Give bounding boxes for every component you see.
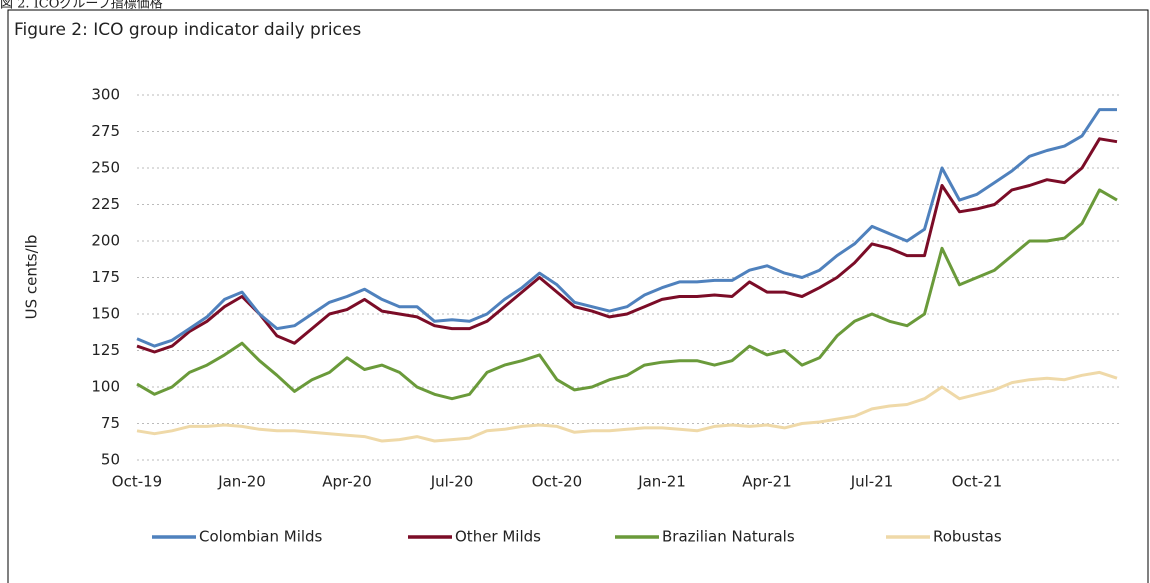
y-tick-label: 300 bbox=[91, 86, 120, 104]
y-tick-label: 50 bbox=[101, 451, 120, 469]
x-tick-label: Jul-21 bbox=[850, 473, 894, 491]
y-tick-label: 100 bbox=[91, 378, 120, 396]
x-tick-label: Jan-21 bbox=[637, 473, 686, 491]
x-tick-label: Apr-21 bbox=[742, 473, 792, 491]
x-tick-label: Jan-20 bbox=[217, 473, 266, 491]
y-axis-label: US cents/lb bbox=[23, 235, 41, 320]
y-tick-label: 200 bbox=[91, 232, 120, 250]
x-tick-label: Oct-21 bbox=[952, 473, 1002, 491]
frame bbox=[7, 9, 1149, 583]
y-tick-label: 125 bbox=[91, 341, 120, 359]
x-tick-label: Oct-19 bbox=[112, 473, 162, 491]
x-tick-label: Apr-20 bbox=[322, 473, 372, 491]
y-tick-label: 75 bbox=[101, 414, 120, 432]
series-line bbox=[136, 188, 1118, 401]
series-line bbox=[136, 108, 1117, 348]
y-tick-label: 250 bbox=[91, 159, 120, 177]
y-tick-label: 275 bbox=[91, 122, 120, 140]
legend-label: Other Milds bbox=[455, 528, 541, 546]
chart-title: Figure 2: ICO group indicator daily pric… bbox=[14, 20, 361, 40]
legend-label: Robustas bbox=[933, 528, 1002, 546]
series-line bbox=[136, 370, 1118, 443]
caption: 図 2. ICOグループ指標価格 bbox=[0, 0, 163, 12]
x-tick-label: Oct-20 bbox=[532, 473, 582, 491]
legend-label: Colombian Milds bbox=[199, 528, 323, 546]
x-tick-label: Jul-20 bbox=[430, 473, 474, 491]
series-line bbox=[136, 137, 1118, 354]
y-tick-label: 150 bbox=[91, 305, 120, 323]
legend-label: Brazilian Naturals bbox=[662, 528, 795, 546]
y-tick-label: 175 bbox=[91, 268, 120, 286]
y-tick-label: 225 bbox=[91, 195, 120, 213]
